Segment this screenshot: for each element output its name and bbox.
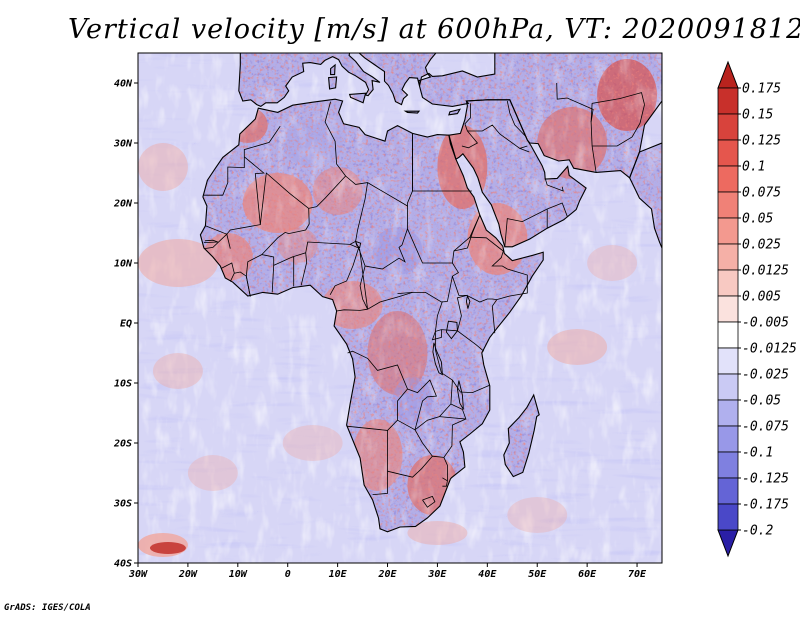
lat-tick-label: 40S [114,559,132,570]
colorbar-segment [717,113,739,141]
lat-tick-label: 30S [113,499,132,510]
lat-tick-label: 30N [113,139,133,150]
colorbar-top-arrow [717,60,739,89]
chart-title: Vertical velocity [m/s] at 600hPa, VT: 2… [68,14,800,45]
colorbar-label: 0.125 [742,134,781,149]
colorbar: 0.175 0.15 0.125 0.1 0.075 0.05 0.025 0.0125 0.0… [717,60,797,558]
map-frame [137,52,663,564]
colorbar-label: 0.15 [742,108,773,123]
colorbar-label: -0.0125 [742,342,797,357]
colorbar-label: 0.075 [742,186,781,201]
colorbar-label: -0.05 [742,394,781,409]
colorbar-segment [717,191,739,219]
colorbar-segment [717,87,739,115]
colorbar-bottom-arrow [717,529,739,558]
lat-tick-label: 10S [114,379,132,390]
colorbar-segment [717,269,739,297]
coastlines [199,53,662,533]
lon-tick-label: 30E [427,569,447,580]
colorbar-label: 0.1 [742,160,765,175]
colorbar-segment [717,217,739,245]
colorbar-segment [717,477,739,505]
colorbar-label: -0.1 [742,446,773,461]
colorbar-segment [717,425,739,453]
lon-tick-label: 20W [178,569,198,580]
ocean-ascent-patches [138,143,638,557]
lon-tick-label: 20E [377,569,397,580]
colorbar-segment [717,399,739,427]
colorbar-segment [717,295,739,323]
colorbar-label: 0.175 [742,82,781,97]
colorbar-segment [717,347,739,375]
colorbar-label: 0.0125 [742,264,789,279]
colorbar-label: -0.075 [742,420,789,435]
lat-tick-label: 20S [113,439,132,450]
lon-tick-label: 10W [229,569,248,580]
colorbar-segment [717,321,739,349]
colorbar-label: 0.025 [742,238,781,253]
lon-tick-label: 50E [528,569,547,580]
colorbar-label: -0.005 [742,316,789,331]
lon-tick-label: 70E [628,569,647,580]
map-panel [138,53,662,563]
lat-tick-label: 20N [113,199,133,210]
colorbar-label: 0.005 [742,290,781,305]
lon-tick-label: 60E [578,569,597,580]
colorbar-segment [717,139,739,167]
lat-tick-label: 40N [114,79,133,90]
lat-tick-label: 10N [114,259,133,270]
colorbar-segment [717,451,739,479]
lon-tick-label: 0 [285,569,291,580]
colorbar-label: -0.175 [742,498,789,513]
colorbar-label: -0.025 [742,368,789,383]
longitude-axis: 30W 20W 10W 0 10E 20E 30E 40E 50E 60E 70E [128,563,647,580]
colorbar-label: 0.05 [742,212,773,227]
colorbar-label: -0.125 [742,472,789,487]
colorbar-segment [717,165,739,193]
grads-credit: GrADS: IGES/COLA [4,603,91,613]
latitude-axis: 40N 30N 20N 10N EQ 10S 20S 30S 40S [113,79,138,570]
colorbar-segment [717,373,739,401]
lon-tick-label: 10E [329,569,348,580]
colorbar-label: -0.2 [742,524,773,539]
colorbar-segment [717,243,739,271]
colorbar-segment [717,503,739,531]
lat-tick-label: EQ [120,319,132,330]
lon-tick-label: 40E [478,569,497,580]
lon-tick-label: 30W [128,569,148,580]
country-borders [202,82,645,508]
